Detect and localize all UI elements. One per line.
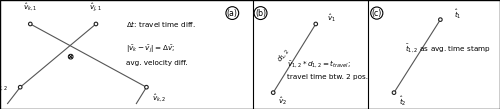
- Ellipse shape: [94, 22, 98, 26]
- Text: $\hat{t}_2$: $\hat{t}_2$: [400, 95, 407, 108]
- Ellipse shape: [68, 54, 73, 59]
- Ellipse shape: [18, 85, 22, 89]
- Text: $\bar{t}_{1,2}$ as avg. time stamp: $\bar{t}_{1,2}$ as avg. time stamp: [404, 43, 490, 55]
- Text: $d_{1,2}$: $d_{1,2}$: [275, 45, 292, 64]
- Text: (c): (c): [372, 9, 382, 18]
- Text: $\hat{v}_{k,1}$: $\hat{v}_{k,1}$: [23, 2, 38, 13]
- Text: $\hat{v}_1$: $\hat{v}_1$: [327, 13, 336, 24]
- Text: travel time btw. 2 pos.: travel time btw. 2 pos.: [287, 74, 368, 80]
- Ellipse shape: [272, 91, 275, 95]
- Ellipse shape: [314, 22, 318, 26]
- Text: (a): (a): [227, 9, 237, 18]
- Text: $\bar{v}_{1,2} * d_{1,2} = t_{travel}$;: $\bar{v}_{1,2} * d_{1,2} = t_{travel}$;: [287, 58, 351, 69]
- Text: $\hat{v}_{j,2}$: $\hat{v}_{j,2}$: [0, 81, 8, 94]
- Ellipse shape: [438, 18, 442, 21]
- Ellipse shape: [28, 22, 32, 26]
- Ellipse shape: [392, 91, 396, 95]
- Text: avg. velocity diff.: avg. velocity diff.: [126, 60, 188, 66]
- Text: $\hat{t}_1$: $\hat{t}_1$: [454, 7, 461, 21]
- Text: $\Delta t$: travel time diff.: $\Delta t$: travel time diff.: [126, 19, 196, 29]
- Text: $\hat{v}_{j,1}$: $\hat{v}_{j,1}$: [90, 1, 102, 14]
- Text: $\hat{v}_2$: $\hat{v}_2$: [278, 96, 287, 107]
- Text: $|\bar{v}_k - \bar{v}_j| = \Delta\bar{v}$;: $|\bar{v}_k - \bar{v}_j| = \Delta\bar{v}…: [126, 43, 175, 55]
- Ellipse shape: [144, 85, 148, 89]
- Text: (b): (b): [255, 9, 266, 18]
- Text: $\hat{v}_{k,2}$: $\hat{v}_{k,2}$: [152, 92, 166, 104]
